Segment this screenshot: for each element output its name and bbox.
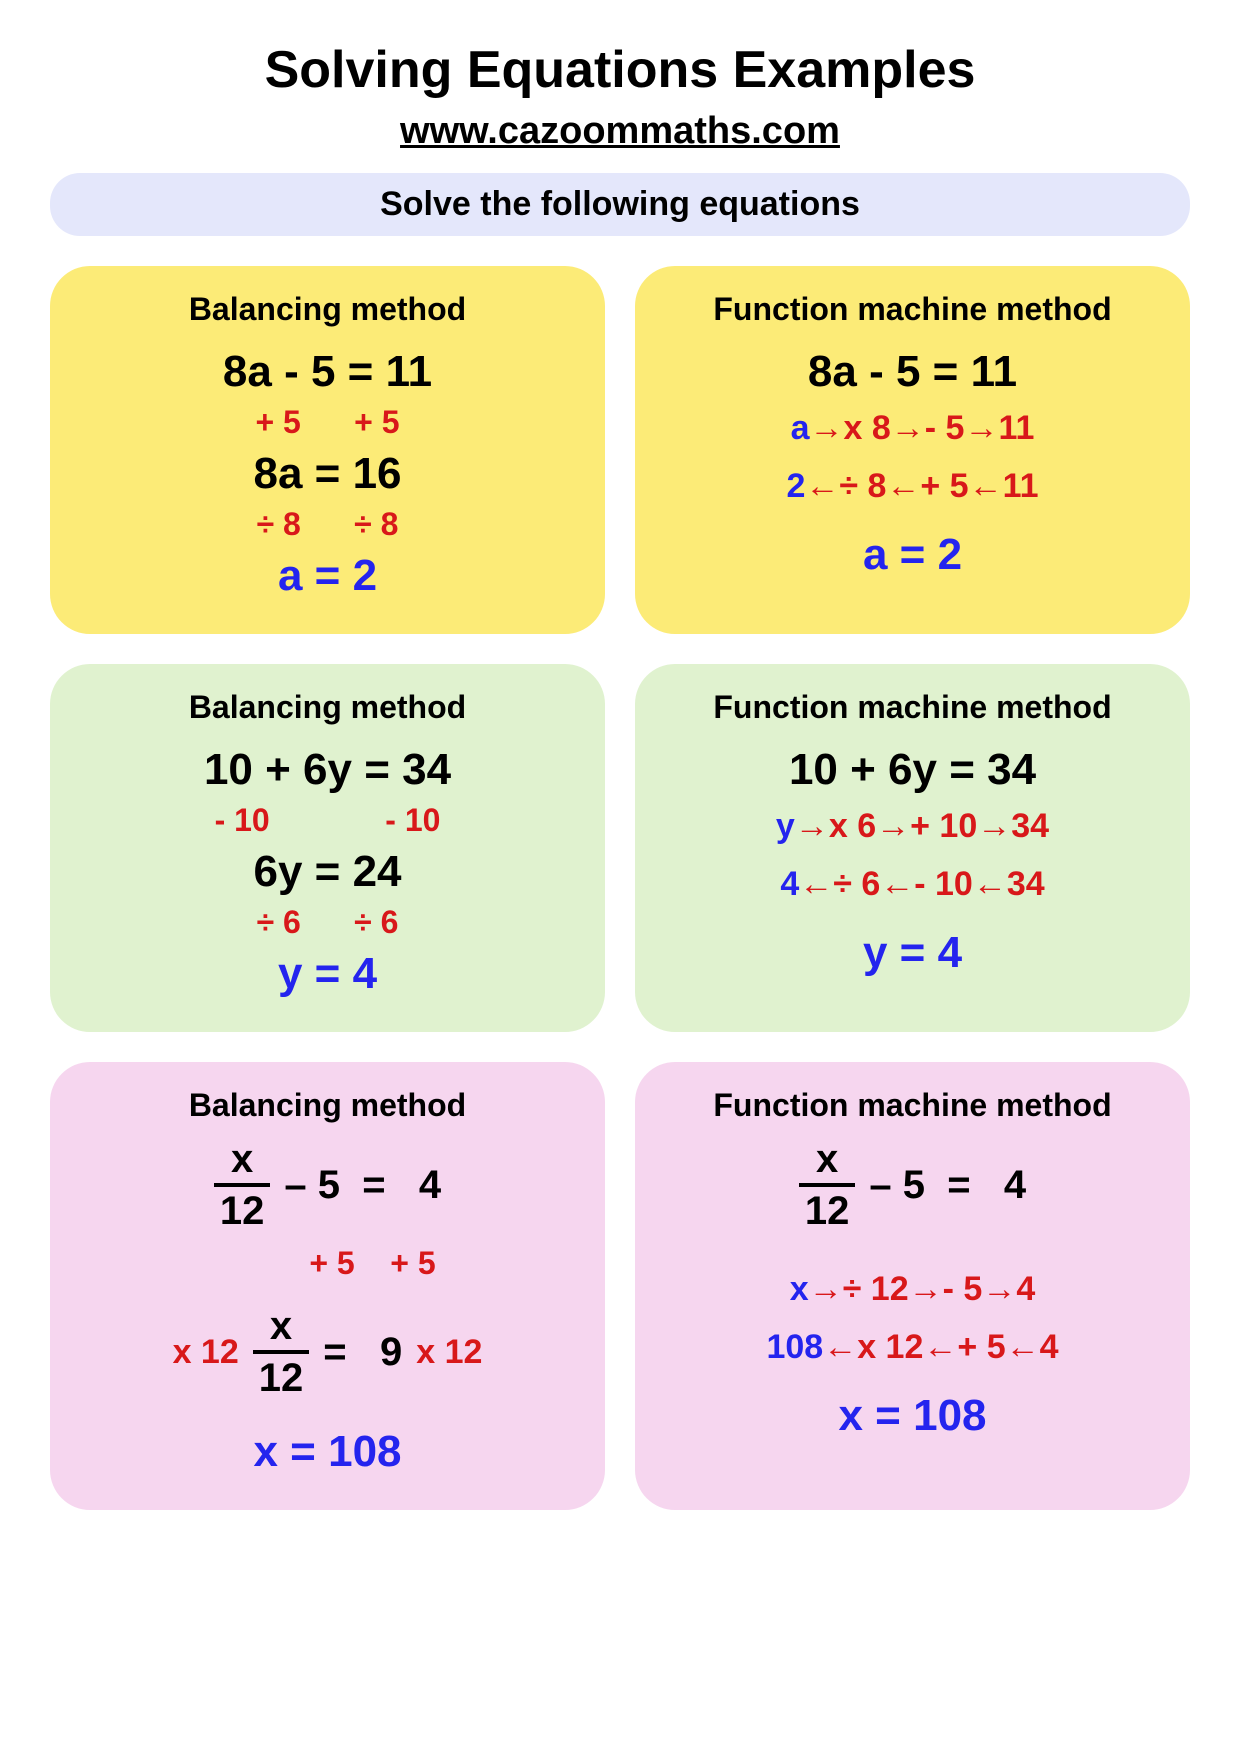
card-title: Function machine method xyxy=(655,1087,1170,1124)
function-machine-card: Function machine method x12 – 5 = 4 x → … xyxy=(635,1062,1190,1510)
equation-line: - 10 - 10 xyxy=(70,798,585,843)
equation-line: 8a - 5 = 11 xyxy=(70,343,585,400)
card-title: Balancing method xyxy=(70,689,585,726)
fm-forward: x → ÷ 12 → - 5 → 4 xyxy=(655,1261,1170,1319)
card-title: Function machine method xyxy=(655,291,1170,328)
page-title: Solving Equations Examples xyxy=(50,40,1190,100)
fm-forward: y →x 6 → + 10 → 34 xyxy=(655,798,1170,856)
function-machine-card: Function machine method 8a - 5 = 11a →x 8… xyxy=(635,266,1190,634)
card-title: Balancing method xyxy=(70,1087,585,1124)
instruction-banner: Solve the following equations xyxy=(50,173,1190,236)
equation-line: ÷ 6 ÷ 6 xyxy=(70,900,585,945)
card-title: Function machine method xyxy=(655,689,1170,726)
answer-line: x = 108 xyxy=(655,1387,1170,1444)
balancing-card: Balancing method 10 + 6y = 34- 10 - 106y … xyxy=(50,664,605,1032)
equation-line: 6y = 24 xyxy=(70,843,585,900)
equation-line: x12 – 5 = 4 xyxy=(655,1139,1170,1231)
equation-line: 8a - 5 = 11 xyxy=(655,343,1170,400)
fm-back: 108 ← x 12 ← + 5 ← 4 xyxy=(655,1319,1170,1377)
page-url: www.cazoommaths.com xyxy=(50,110,1190,153)
balancing-card: Balancing method x12 – 5 = 4 + 5 + 5 x 1… xyxy=(50,1062,605,1510)
equation-line: a = 2 xyxy=(70,547,585,604)
equation-line: x12 – 5 = 4 xyxy=(70,1139,585,1231)
answer-line: a = 2 xyxy=(655,526,1170,583)
function-machine-card: Function machine method 10 + 6y = 34y →x … xyxy=(635,664,1190,1032)
fm-forward: a →x 8 → - 5 → 11 xyxy=(655,400,1170,458)
fm-back: 2 ← ÷ 8 ← + 5 ← 11 xyxy=(655,458,1170,516)
equation-line: 10 + 6y = 34 xyxy=(70,741,585,798)
balancing-card: Balancing method 8a - 5 = 11+ 5 + 58a = 1… xyxy=(50,266,605,634)
examples-grid: Balancing method8a - 5 = 11+ 5 + 58a = 1… xyxy=(50,266,1190,1510)
equation-line: ÷ 8 ÷ 8 xyxy=(70,502,585,547)
card-title: Balancing method xyxy=(70,291,585,328)
equation-line: 8a = 16 xyxy=(70,445,585,502)
equation-line: + 5 + 5 xyxy=(70,400,585,445)
equation-line: x 12 x12 = 9 x 12 xyxy=(70,1306,585,1398)
answer-line: y = 4 xyxy=(655,924,1170,981)
equation-line: + 5 + 5 xyxy=(160,1241,585,1286)
equation-line: 10 + 6y = 34 xyxy=(655,741,1170,798)
fm-back: 4 ← ÷ 6 ← - 10 ← 34 xyxy=(655,856,1170,914)
equation-line: y = 4 xyxy=(70,945,585,1002)
answer-line: x = 108 xyxy=(70,1423,585,1480)
